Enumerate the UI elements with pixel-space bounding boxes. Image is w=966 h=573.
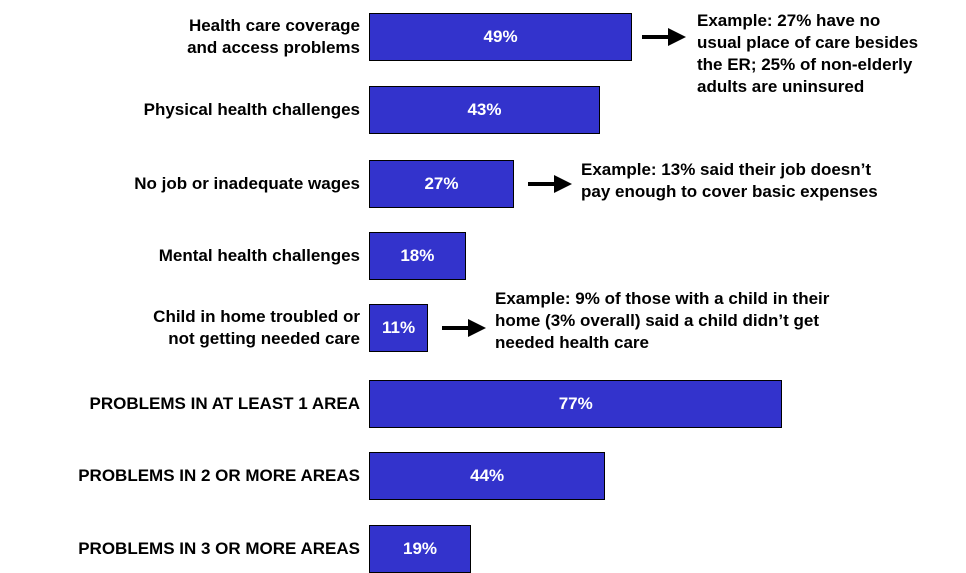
category-label: PROBLEMS IN 3 OR MORE AREAS	[78, 539, 360, 558]
bar: 44%	[369, 452, 606, 500]
bar: 77%	[369, 380, 783, 428]
annotation-text: Example: 9% of those with a child in the…	[495, 289, 830, 352]
bar-value-label: 44%	[470, 466, 505, 485]
bar: 49%	[369, 13, 633, 61]
bar-value-label: 43%	[467, 100, 502, 119]
category-label: Mental health challenges	[158, 246, 360, 265]
bar: 18%	[369, 232, 466, 280]
category-label: No job or inadequate wages	[134, 174, 360, 193]
bar-value-label: 49%	[483, 27, 518, 46]
bar: 43%	[369, 86, 600, 134]
arrow-right-icon	[528, 175, 572, 193]
category-label: PROBLEMS IN 2 OR MORE AREAS	[78, 466, 360, 485]
bar-value-label: 18%	[400, 246, 435, 265]
bar-value-label: 27%	[424, 174, 459, 193]
bar: 11%	[369, 304, 429, 352]
annotation-text: Example: 27% have no usual place of care…	[697, 11, 919, 96]
bar-value-label: 19%	[402, 539, 438, 558]
category-label: Physical health challenges	[143, 100, 360, 119]
annotation-text: Example: 13% said their job doesn’t pay …	[581, 160, 878, 201]
category-label: Health care coverage and access problems	[187, 16, 360, 57]
arrow-right-icon	[642, 28, 686, 46]
category-label: Child in home troubled or not getting ne…	[153, 307, 360, 348]
bar-value-label: 11%	[381, 318, 416, 337]
bar: 27%	[369, 160, 514, 208]
category-label: PROBLEMS IN AT LEAST 1 AREA	[89, 394, 360, 413]
arrow-right-icon	[442, 319, 486, 337]
bar: 19%	[369, 525, 472, 573]
bar-value-label: 77%	[558, 394, 593, 413]
